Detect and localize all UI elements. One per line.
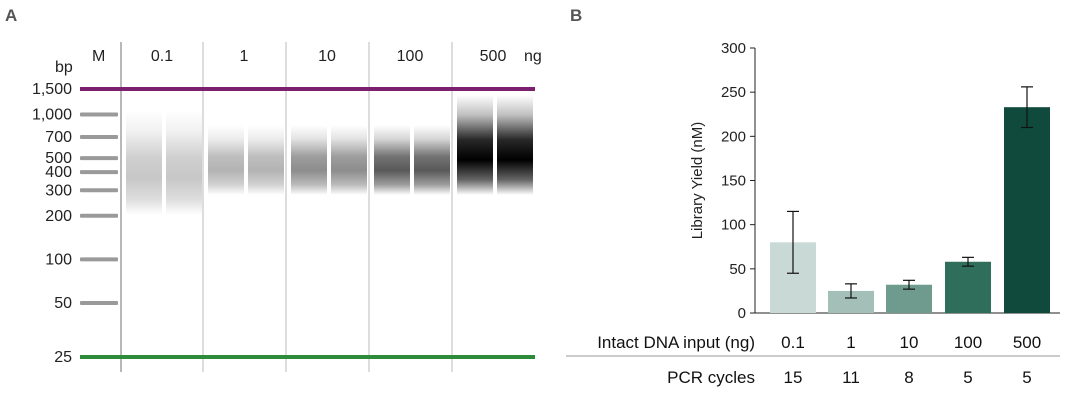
gel-smear	[208, 125, 244, 195]
upper-marker-band	[80, 87, 535, 91]
ng-unit-label: ng	[524, 48, 542, 65]
ladder-label: 100	[45, 251, 72, 268]
gel-group-label: 100	[397, 48, 424, 65]
y-tick-label: 300	[721, 40, 746, 57]
gel-group-label: 10	[318, 48, 336, 65]
y-tick-label: 0	[738, 305, 746, 322]
ladder-label: 25	[54, 349, 72, 366]
ladder-label: 50	[54, 295, 72, 312]
category-label: 500	[1013, 333, 1041, 352]
ladder-label: 300	[45, 182, 72, 199]
category-label: 0.1	[781, 333, 805, 352]
category-label: 100	[954, 333, 982, 352]
ladder-band	[80, 156, 118, 161]
ladder-band	[80, 301, 118, 305]
ladder-band	[80, 134, 118, 139]
ladder-band	[80, 213, 118, 218]
gel-image: bpM ng1,5001,00070050040030020010050250.1…	[32, 42, 542, 372]
gel-group-label: 500	[480, 48, 507, 65]
panel-label-a: A	[5, 6, 18, 25]
ladder-band	[80, 257, 118, 262]
y-axis-title: Library Yield (nM)	[689, 122, 706, 240]
bar-chart-panel: B 0 50 100 150 200 250 300 Library Yield (nM) 0.…	[560, 0, 1080, 411]
cycles-row-label: PCR cycles	[667, 368, 755, 387]
gel-smear	[414, 125, 450, 195]
ladder-band	[80, 112, 118, 117]
ladder-band	[80, 188, 118, 193]
y-tick-label: 200	[721, 128, 746, 145]
gel-smear	[331, 125, 367, 195]
gel-group-label: 0.1	[151, 48, 173, 65]
category-label: 10	[900, 333, 919, 352]
category-label: 1	[846, 333, 855, 352]
ladder-label: 500	[45, 150, 72, 167]
bar-chart: 0 50 100 150 200 250 300 Library Yield (nM) 0.1 1…	[566, 40, 1060, 387]
bar	[828, 290, 874, 313]
lower-marker-band	[80, 355, 535, 359]
y-tick-label: 250	[721, 84, 746, 101]
pcr-cycles-value: 15	[784, 368, 803, 387]
y-tick-label: 150	[721, 173, 746, 190]
marker-lane-label: M	[92, 48, 105, 65]
ladder-label: 700	[45, 129, 72, 146]
bar	[1004, 107, 1050, 313]
bar	[945, 261, 991, 313]
input-row-label: Intact DNA input (ng)	[597, 333, 755, 352]
panel-label-b: B	[570, 6, 583, 25]
gel-smear	[457, 95, 493, 195]
y-tick-label: 50	[729, 261, 746, 278]
y-tick-label: 100	[721, 217, 746, 234]
bp-unit-label: bp	[55, 59, 73, 76]
ladder-label: 1,000	[32, 107, 72, 124]
gel-smear	[166, 110, 202, 215]
pcr-cycles-value: 11	[842, 368, 860, 387]
ladder-label: 1,500	[32, 81, 72, 98]
gel-smear	[291, 125, 327, 195]
gel-group-label: 1	[240, 48, 249, 65]
gel-smear	[248, 125, 284, 195]
gel-smear	[374, 125, 410, 195]
gel-smear	[126, 110, 162, 215]
ladder-band	[80, 170, 118, 175]
ladder-label: 200	[45, 208, 72, 225]
gel-smear	[497, 95, 533, 195]
ladder-label: 400	[45, 164, 72, 181]
pcr-cycles-value: 5	[1022, 368, 1031, 387]
pcr-cycles-value: 5	[963, 368, 972, 387]
pcr-cycles-value: 8	[904, 368, 913, 387]
